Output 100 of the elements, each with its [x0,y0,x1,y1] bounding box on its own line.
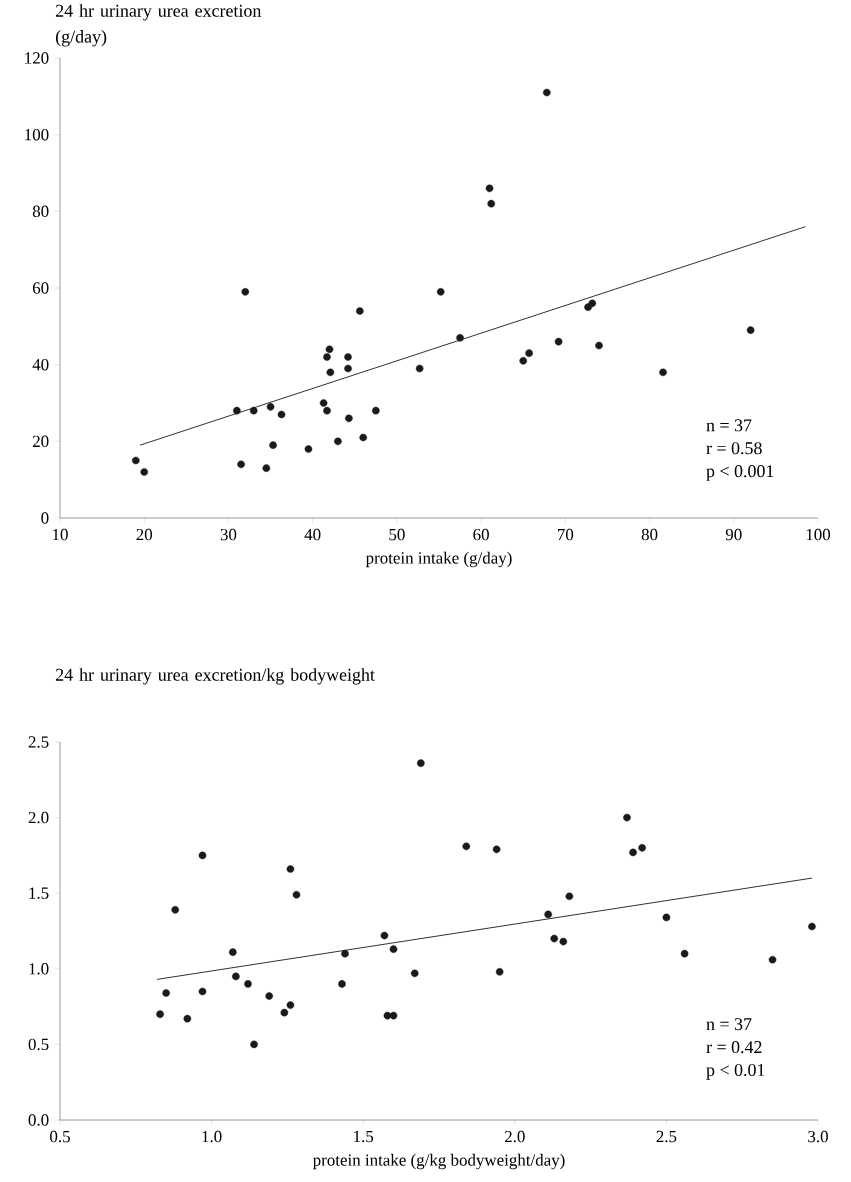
y-tick-label: 60 [32,282,49,294]
annotation: n = 37 [706,1018,752,1031]
point [492,845,501,854]
x-tick-label: 90 [725,528,742,541]
x-tick-label: 10 [53,528,68,541]
point [341,949,349,958]
x-tick-label: 60 [473,528,489,541]
x-tick-label: 70 [557,528,574,541]
point [808,922,816,931]
point [415,364,424,373]
point [462,842,471,851]
y-tick-label: 40 [32,358,49,371]
point [746,326,755,334]
point [171,906,180,914]
point [266,403,275,411]
x-axis-title: protein intake (g/kg bodyweight/day) [312,1153,565,1170]
point [565,892,574,901]
x-tick-label: 50 [389,528,405,541]
x-axis-title: protein intake (g/day) [365,551,512,568]
point [410,969,419,978]
y-tick-label: 2.0 [28,811,49,824]
point [286,1001,295,1009]
point [495,968,504,976]
y-axis-title: 24 hr urinary urea excretion (g/day) [55,4,262,47]
x-tick-label: 80 [641,528,658,541]
y-tick-label: 120 [25,52,49,64]
point [525,349,533,357]
point [325,345,334,354]
point [280,1008,289,1017]
annotation: p < 0.001 [706,465,774,481]
point [326,368,335,377]
point [768,955,777,964]
point [623,813,631,822]
point [250,1040,258,1049]
point [183,1014,192,1023]
point [265,992,274,1000]
point [229,948,237,956]
point [319,399,328,407]
x-tick-label: 0.5 [50,1130,70,1143]
point [323,353,331,361]
point [629,848,637,857]
point [485,184,494,193]
point [417,759,425,767]
annotation: r = 0.42 [706,1041,762,1054]
point [519,357,528,365]
point [140,468,149,476]
annotation: n = 37 [706,419,752,432]
point [304,445,313,453]
y-tick-label: 100 [25,128,49,141]
x-tick-label: 100 [806,528,831,541]
point [595,341,603,350]
x-tick-label: 1.5 [354,1130,374,1143]
x-tick-label: 30 [220,528,237,541]
point [456,334,464,342]
point [680,949,689,958]
point [198,987,207,996]
x-tick-label: 2.0 [504,1130,525,1143]
point [244,980,252,988]
point [487,199,496,208]
point [162,989,170,997]
point [262,464,271,472]
point [659,368,667,377]
x-tick-label: 20 [136,528,153,541]
point [554,337,563,346]
point [277,410,286,419]
point [345,414,353,423]
point [132,456,140,465]
point [323,406,331,415]
y-tick-label: 1.5 [29,887,49,899]
point [233,406,241,415]
x-tick-label: 2.5 [656,1130,677,1143]
y-tick-label: 2.5 [28,736,49,748]
point [356,307,364,315]
point [241,288,250,296]
point [334,437,342,446]
point [389,1011,398,1020]
y-tick-label: 0.0 [28,1114,49,1126]
point [249,406,258,415]
point [344,364,352,373]
y-tick-label: 1.0 [29,963,49,975]
point [559,937,568,946]
point [232,972,240,981]
point [237,460,245,469]
point [198,851,207,860]
point [588,299,597,308]
point [286,865,295,873]
y-tick-label: 0.5 [28,1038,49,1051]
y-tick-label: 80 [32,205,49,218]
point [662,913,671,922]
point [436,288,445,296]
y-tick-label: 20 [32,435,49,448]
y-tick-label: 0 [41,512,49,524]
point [389,945,398,953]
point [638,844,646,852]
point [156,1010,164,1018]
point [292,890,301,899]
point [269,441,277,449]
point [372,406,380,415]
point [380,931,389,940]
annotation: p < 0.01 [706,1063,765,1080]
